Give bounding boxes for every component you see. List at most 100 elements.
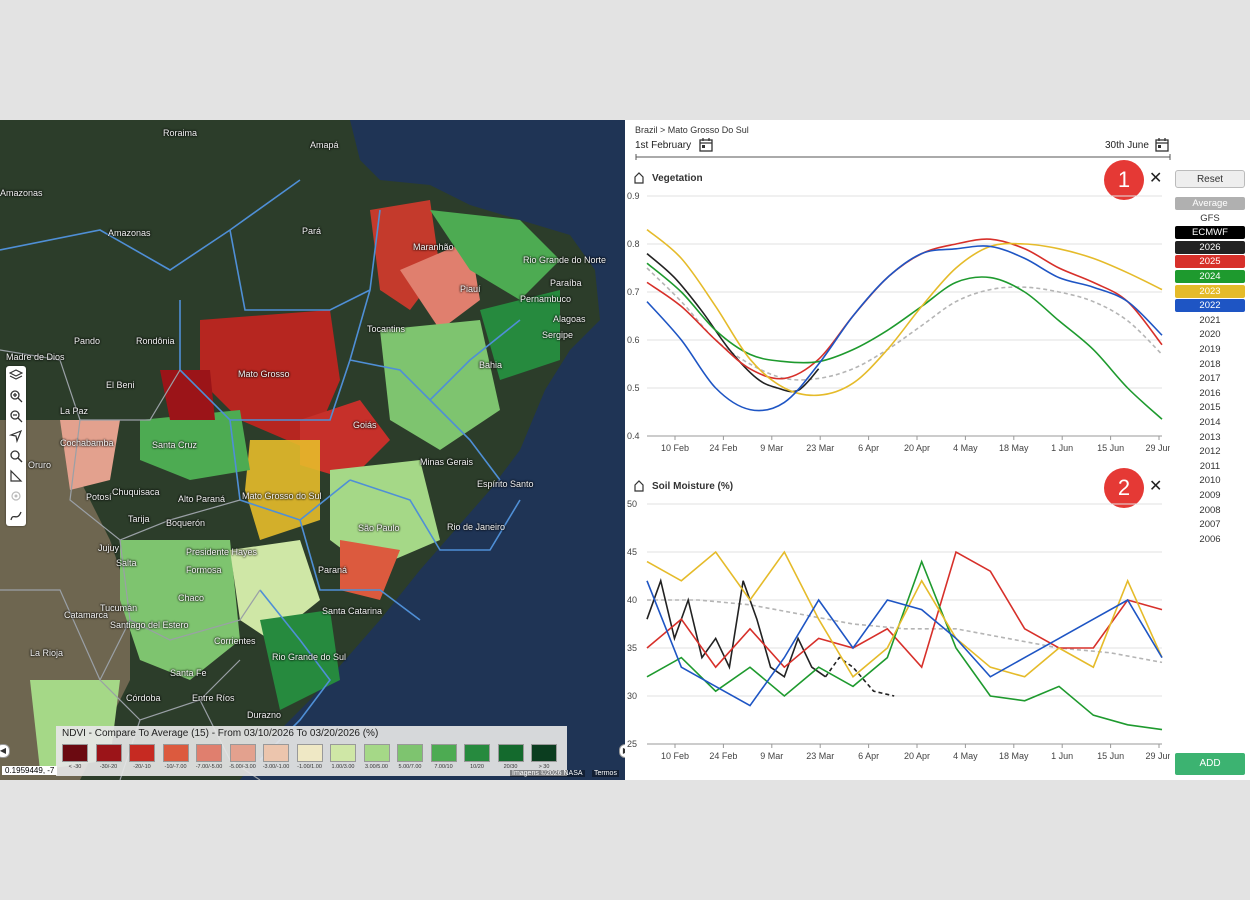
map-canvas[interactable] (0, 120, 625, 780)
y-tick-label: 35 (627, 643, 637, 653)
x-tick-label: 29 Jun (1145, 443, 1170, 453)
series-line-2023[interactable] (646, 228, 1163, 397)
start-calendar-icon[interactable] (699, 138, 713, 152)
series-toggle-gfs[interactable]: GFS (1175, 211, 1245, 225)
x-tick-label: 10 Feb (661, 443, 689, 453)
end-date[interactable]: 30th June (1105, 140, 1149, 151)
series-line-2026[interactable] (646, 252, 820, 393)
series-line-average[interactable] (647, 599, 1163, 664)
search-icon[interactable] (6, 446, 26, 466)
series-toggle-2016[interactable]: 2016 (1175, 386, 1245, 400)
legend-swatch (531, 744, 557, 762)
zoom-in-icon[interactable] (6, 386, 26, 406)
legend-swatch-label: -1.00/1.00 (297, 764, 322, 770)
series-toggle-2025[interactable]: 2025 (1175, 255, 1245, 269)
y-tick-label: 25 (627, 739, 637, 749)
series-line-gfs[interactable] (824, 656, 895, 697)
series-toggle-2021[interactable]: 2021 (1175, 313, 1245, 327)
map-region-label: Boquerón (166, 518, 206, 528)
map-region-label: Amapá (310, 140, 339, 150)
x-tick-label: 4 May (953, 751, 978, 761)
x-tick-label: 23 Mar (806, 443, 834, 453)
map-region-label: Alagoas (553, 314, 586, 324)
series-line-2024[interactable] (646, 559, 1163, 731)
legend-swatch (464, 744, 490, 762)
series-toggle-2022[interactable]: 2022 (1175, 299, 1245, 313)
series-toggle-2007[interactable]: 2007 (1175, 518, 1245, 532)
collapse-left-arrow-icon[interactable]: ◀ (0, 744, 10, 758)
start-date[interactable]: 1st February (635, 140, 692, 151)
map-terms-link[interactable]: Termos (592, 770, 619, 777)
close-soil-moisture-chart-icon[interactable]: ✕ (1149, 478, 1163, 495)
soil-moisture-chart[interactable]: 50 45 40 35 30 25 10 Feb 24 Feb 9 Mar 23 Mar 6 Apr… (625, 494, 1170, 776)
legend-swatch-label: 10/20 (470, 764, 484, 770)
y-tick-label: 40 (627, 595, 637, 605)
series-toggle-2015[interactable]: 2015 (1175, 401, 1245, 415)
zoom-out-icon[interactable] (6, 406, 26, 426)
series-line-2023[interactable] (646, 550, 1163, 679)
series-toggle-2012[interactable]: 2012 (1175, 445, 1245, 459)
series-toggle-2026[interactable]: 2026 (1175, 240, 1245, 254)
measure-icon[interactable] (6, 466, 26, 486)
legend-swatch-label: > 30 (538, 764, 550, 770)
legend-swatch-label: 1.00/3.00 (331, 764, 355, 770)
map-region-label: Mato Grosso do Sul (242, 491, 322, 501)
y-tick-label: 0.4 (627, 431, 640, 441)
legend-swatch (95, 744, 122, 762)
series-toggle-2008[interactable]: 2008 (1175, 503, 1245, 517)
date-range-slider[interactable] (635, 154, 1171, 160)
series-toggle-2013[interactable]: 2013 (1175, 430, 1245, 444)
map-region-label: El Beni (106, 380, 135, 390)
series-toggle-2023[interactable]: 2023 (1175, 284, 1245, 298)
map-region-label: Roraima (163, 128, 198, 138)
series-toggle-2006[interactable]: 2006 (1175, 532, 1245, 546)
map-view[interactable]: Roraima Amapá Amazonas Amazonas Pará Maranhão… (0, 120, 625, 780)
series-line-2022[interactable] (646, 580, 1163, 707)
add-button[interactable]: ADD (1175, 753, 1245, 775)
series-line-2026[interactable] (646, 577, 826, 679)
end-calendar-icon[interactable] (1155, 138, 1169, 152)
series-toggle-2018[interactable]: 2018 (1175, 357, 1245, 371)
map-region-label: Amazonas (0, 188, 43, 198)
map-region-label: Tucumán (100, 603, 138, 613)
vegetation-chart[interactable]: 0.9 0.8 0.7 0.6 0.5 0.4 10 Feb 24 Feb 9 Mar 23 Ma… (625, 186, 1170, 468)
series-toggle-2020[interactable]: 2020 (1175, 328, 1245, 342)
series-toggle-2024[interactable]: 2024 (1175, 270, 1245, 283)
series-line-2025[interactable] (646, 238, 1163, 380)
series-toggle-2011[interactable]: 2011 (1175, 459, 1245, 473)
map-region-label: Potosí (86, 492, 112, 502)
series-toggle-ecmwf[interactable]: ECMWF (1175, 226, 1245, 240)
annotation-badge-1: 1 (1104, 160, 1144, 200)
breadcrumb[interactable]: Brazil > Mato Grosso Do Sul (635, 125, 749, 135)
legend-swatch-label: -20/-10 (133, 764, 151, 770)
series-line-2025[interactable] (646, 550, 1163, 669)
map-attribution: Imagens ©2026 NASA (510, 770, 585, 777)
y-tick-label: 0.7 (627, 287, 640, 297)
annotation-badge-2: 2 (1104, 468, 1144, 508)
map-region-label: Salta (116, 558, 137, 568)
reset-button[interactable]: Reset (1175, 170, 1245, 188)
y-tick-label: 0.9 (627, 191, 640, 201)
series-toggle-2019[interactable]: 2019 (1175, 343, 1245, 356)
draw-icon[interactable] (6, 506, 26, 526)
coordinate-readout: 0.1959449, -7 (2, 766, 58, 775)
series-toggle-2017[interactable]: 2017 (1175, 372, 1245, 386)
y-tick-label: 30 (627, 691, 637, 701)
series-line-2022[interactable] (646, 245, 1163, 412)
series-toggle-2014[interactable]: 2014 (1175, 416, 1245, 429)
series-line-2024[interactable] (646, 262, 1163, 420)
x-tick-label: 9 Mar (760, 443, 783, 453)
map-region-label: Catamarca (64, 610, 109, 620)
series-toggle-average[interactable]: Average (1175, 197, 1245, 210)
locate-icon[interactable] (6, 486, 26, 506)
series-toggle-2010[interactable]: 2010 (1175, 474, 1245, 488)
layers-icon[interactable] (6, 366, 26, 386)
map-region-label: Maranhão (413, 242, 454, 252)
map-region-label: Formosa (186, 565, 222, 575)
legend-swatch (363, 744, 390, 762)
navigate-arrow-icon[interactable] (6, 426, 26, 446)
map-region-label: Pando (74, 336, 101, 346)
series-toggle-2009[interactable]: 2009 (1175, 489, 1245, 502)
close-vegetation-chart-icon[interactable]: ✕ (1149, 170, 1163, 187)
map-region-label: Sergipe (542, 330, 574, 340)
